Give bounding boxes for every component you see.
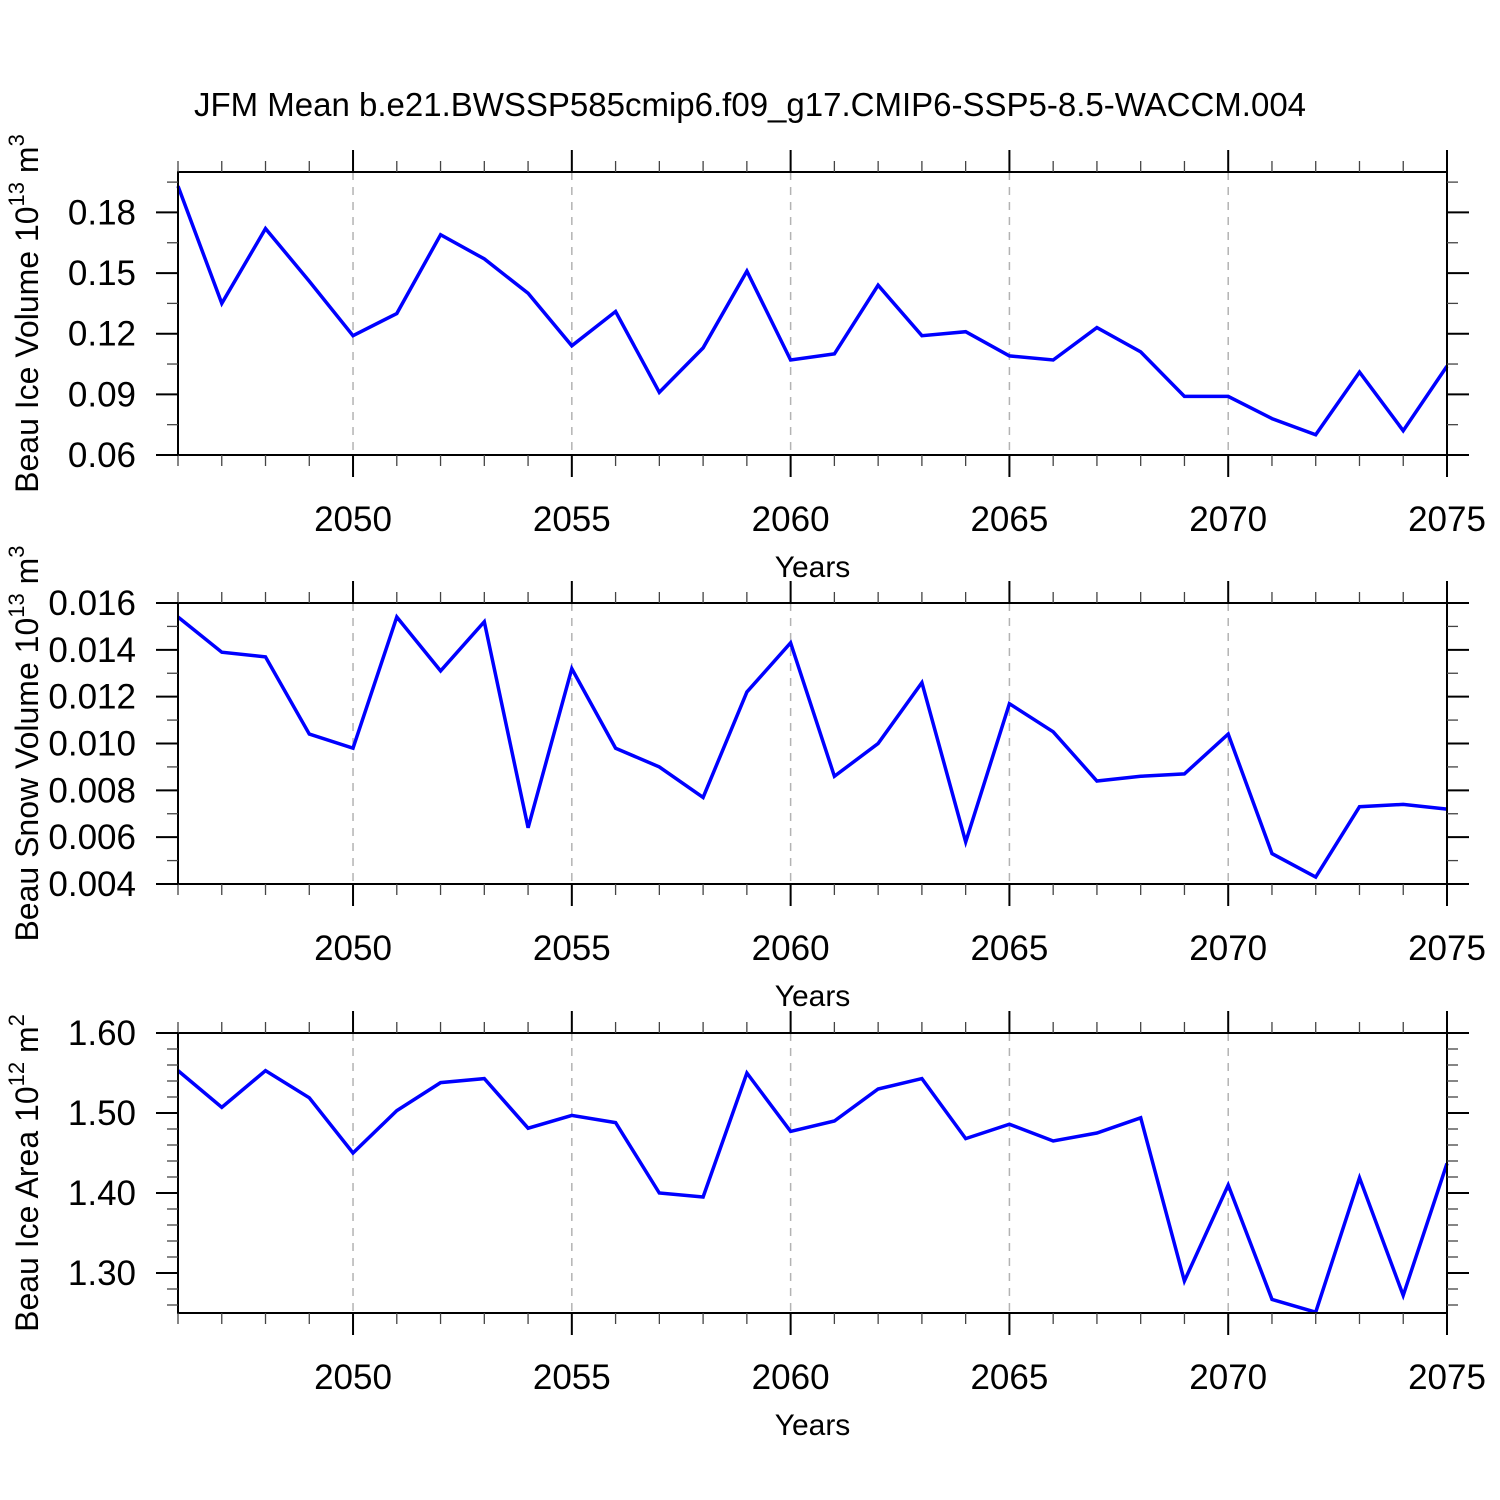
x-tick-label-2065: 2065 [970, 500, 1048, 539]
y-tick-label: 0.06 [68, 436, 136, 475]
x-tick-label-2050: 2050 [314, 500, 392, 539]
y-tick-label: 1.60 [68, 1014, 136, 1053]
y-tick-label: 0.09 [68, 375, 136, 414]
x-tick-label-2060: 2060 [752, 929, 830, 968]
x-axis-title: Years [775, 1409, 851, 1442]
y-axis-title: Beau Ice Area 1012 m2 [4, 1014, 45, 1332]
x-tick-label-2070: 2070 [1189, 500, 1267, 539]
chart-title: JFM Mean b.e21.BWSSP585cmip6.f09_g17.CMI… [193, 86, 1307, 123]
data-line-beau-snow-volume [176, 613, 1448, 880]
y-tick-label: 0.016 [48, 584, 136, 623]
x-tick-label-2065: 2065 [970, 1358, 1048, 1397]
x-tick-label-2075: 2075 [1408, 1358, 1486, 1397]
y-tick-label: 1.40 [68, 1174, 136, 1213]
x-tick-label-2060: 2060 [752, 500, 830, 539]
y-tick-label: 0.012 [48, 678, 136, 717]
panel-2: 0.004 0.006 0.008 0.010 0.012 0.014 0.016 2050 2… [4, 545, 1486, 1013]
y-tick-label: 0.004 [48, 865, 136, 904]
x-axis-title: Years [775, 980, 851, 1013]
x-tick-label-2070: 2070 [1189, 929, 1267, 968]
y-axis-title: Beau Ice Volume 1013 m3 [4, 134, 45, 493]
plot-frame [177, 171, 1448, 456]
x-axis-title: Years [775, 551, 851, 584]
y-tick-label: 0.010 [48, 725, 136, 764]
y-tick-label: 0.12 [68, 315, 136, 354]
panel-1: 0.06 0.09 0.12 0.15 0.18 2050 2055 2060 2065 2070… [4, 134, 1486, 584]
x-tick-label-2075: 2075 [1408, 929, 1486, 968]
x-tick-label-2070: 2070 [1189, 1358, 1267, 1397]
y-tick-label: 0.014 [48, 631, 136, 670]
y-tick-label: 0.18 [68, 193, 136, 232]
y-tick-label: 1.50 [68, 1094, 136, 1133]
plot-frame [177, 1032, 1448, 1314]
x-tick-label-2050: 2050 [314, 929, 392, 968]
x-tick-label-2075: 2075 [1408, 500, 1486, 539]
data-line-beau-ice-volume [176, 185, 1449, 437]
x-tick-label-2050: 2050 [314, 1358, 392, 1397]
x-tick-label-2065: 2065 [970, 929, 1048, 968]
x-tick-label-2055: 2055 [533, 500, 611, 539]
y-tick-label: 0.15 [68, 254, 136, 293]
x-tick-label-2055: 2055 [533, 929, 611, 968]
plot-frame [177, 602, 1448, 885]
y-axis-title: Beau Snow Volume 1013 m3 [4, 545, 45, 941]
data-line-beau-ice-area [176, 1068, 1449, 1315]
y-tick-label: 1.30 [68, 1254, 136, 1293]
x-tick-label-2055: 2055 [533, 1358, 611, 1397]
y-tick-label: 0.006 [48, 818, 136, 857]
x-tick-label-2060: 2060 [752, 1358, 830, 1397]
panel-3: 1.30 1.40 1.50 1.60 2050 2055 2060 2065 2070 2075… [4, 1011, 1486, 1442]
y-tick-label: 0.008 [48, 771, 136, 810]
